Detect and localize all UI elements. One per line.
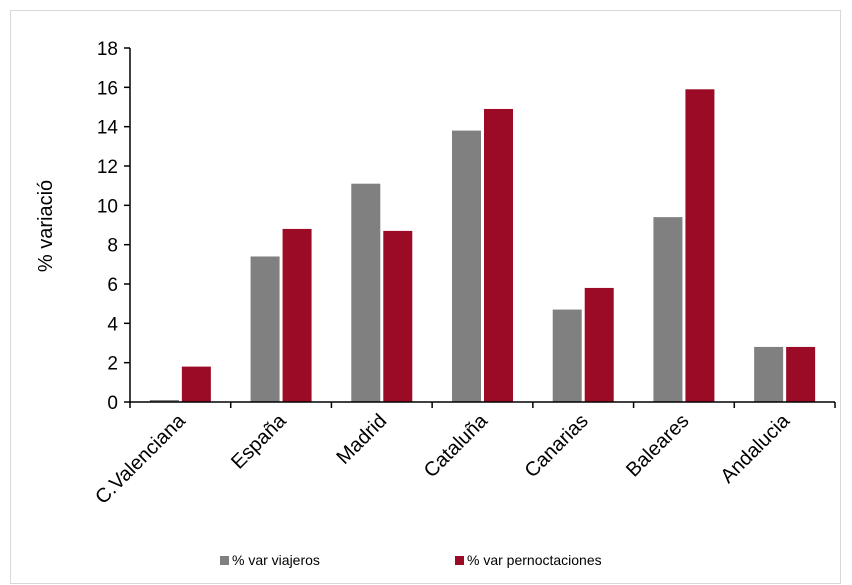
y-tick-label: 2 [107,354,118,375]
y-tick-label: 6 [107,275,118,296]
x-tick-label: Madrid [333,410,392,469]
bars-layer [149,89,816,403]
y-tick-label: 10 [97,196,118,217]
x-tick-label: C.Valenciana [91,409,190,508]
bar-Cataluña-viajeros [452,130,481,402]
legend-swatch [455,556,464,565]
bar-Baleares-pernoctaciones [685,89,715,403]
y-tick-label: 0 [107,393,118,414]
bar-Andalucia-pernoctaciones [786,346,816,402]
bar-Baleares-viajeros [653,217,683,402]
y-tick-label: 8 [107,236,118,257]
legend-swatch [220,556,229,565]
bar-C.Valenciana-viajeros [149,400,179,402]
x-tick-label: España [227,409,291,473]
bar-Madrid-viajeros [351,183,381,402]
bar-España-viajeros [250,256,280,402]
y-axis-title: % variació [35,180,57,272]
bar-Canarias-pernoctaciones [584,287,614,402]
y-tick-label: 14 [97,118,119,139]
bar-Cataluña-pernoctaciones [484,108,513,402]
x-tick-label: Cataluña [420,409,493,482]
x-tick-label: Canarias [521,410,593,482]
bar-Andalucia-viajeros [754,346,784,402]
bar-Madrid-pernoctaciones [383,230,413,402]
y-tick-label: 4 [107,314,118,335]
legend-label: % var viajeros [232,552,320,568]
x-tick-label: Baleares [622,410,693,481]
legend-label: % var pernoctaciones [467,552,602,568]
legend: % var viajeros % var pernoctaciones [220,552,602,568]
bar-España-pernoctaciones [282,228,312,402]
y-tick-label: 18 [97,39,118,60]
x-tick-label: Andalucia [717,409,795,487]
y-tick-label: 16 [97,78,118,99]
bar-C.Valenciana-pernoctaciones [181,366,211,402]
bar-Canarias-viajeros [552,309,582,402]
y-tick-label: 12 [97,157,118,178]
